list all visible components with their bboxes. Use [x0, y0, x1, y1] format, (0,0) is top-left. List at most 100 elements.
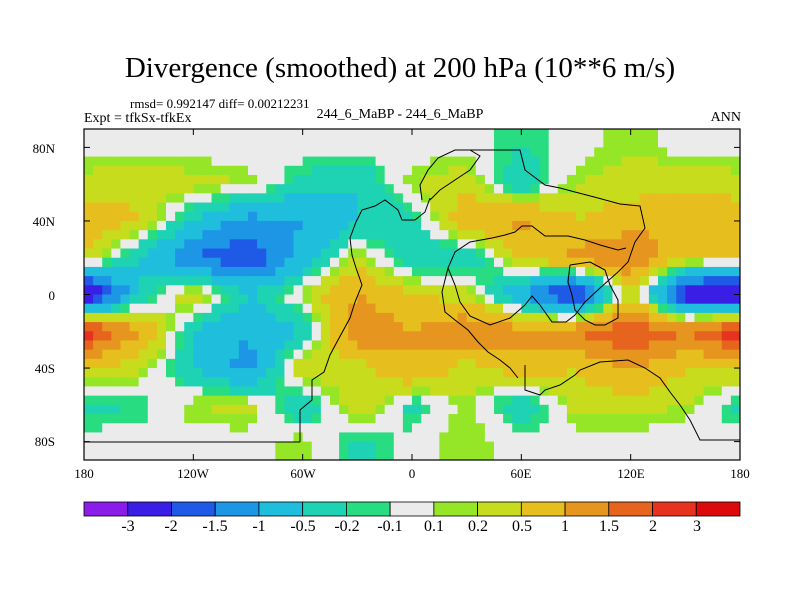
- field-cell: [439, 165, 450, 176]
- field-cell: [348, 349, 358, 360]
- field-cell: [266, 312, 276, 323]
- field-cell: [293, 285, 304, 296]
- field-cell: [548, 266, 559, 277]
- field-cell: [293, 450, 304, 460]
- field-cell: [220, 184, 231, 194]
- field-cell: [630, 156, 641, 167]
- field-cell: [667, 220, 677, 231]
- field-cell: [685, 184, 696, 194]
- field-cell: [475, 331, 486, 342]
- field-cell: [238, 165, 249, 176]
- colorbar-label-8: 0.1: [424, 518, 444, 535]
- field-cell: [138, 349, 149, 360]
- field-cell: [175, 386, 185, 397]
- field-cell: [257, 211, 267, 222]
- field-cell: [393, 202, 404, 213]
- field-cell: [102, 303, 112, 314]
- field-cell: [539, 248, 550, 259]
- field-cell: [603, 156, 614, 167]
- field-cell: [339, 395, 349, 406]
- field-cell: [730, 220, 740, 231]
- field-cell: [111, 230, 122, 240]
- field-cell: [566, 165, 577, 176]
- field-cell: [648, 174, 659, 185]
- field-cell: [712, 358, 723, 369]
- field-cell: [612, 230, 623, 240]
- field-cell: [366, 257, 377, 268]
- field-cell: [457, 450, 468, 460]
- field-cell: [721, 294, 732, 305]
- field-cell: [184, 377, 194, 388]
- field-cell: [521, 138, 532, 148]
- field-cell: [384, 193, 395, 204]
- field-cell: [667, 423, 677, 434]
- field-cell: [184, 386, 194, 397]
- field-cell: [658, 257, 668, 268]
- field-cell: [648, 423, 659, 434]
- field-cell: [658, 248, 668, 259]
- field-cell: [475, 423, 486, 434]
- field-cell: [302, 285, 313, 296]
- field-cell: [156, 248, 167, 259]
- field-cell: [457, 322, 468, 332]
- field-cell: [658, 266, 668, 277]
- field-cell: [138, 377, 149, 388]
- field-cell: [630, 230, 641, 240]
- field-cell: [484, 368, 495, 378]
- field-cell: [257, 220, 267, 231]
- field-cell: [539, 386, 550, 397]
- field-cell: [539, 404, 550, 415]
- continent-outline-australia: [567, 261, 619, 326]
- field-cell: [330, 239, 340, 250]
- field-cell: [384, 211, 395, 222]
- field-cell: [375, 395, 386, 406]
- field-cell: [484, 414, 495, 424]
- field-cell: [521, 441, 532, 452]
- field-cell: [484, 165, 495, 176]
- field-cell: [621, 138, 632, 148]
- field-cell: [156, 266, 167, 277]
- field-cell: [402, 377, 413, 388]
- field-cell: [384, 129, 395, 139]
- field-cell: [348, 285, 358, 296]
- field-cell: [667, 368, 677, 378]
- field-cell: [339, 202, 349, 213]
- field-cell: [166, 184, 176, 194]
- field-cell: [457, 377, 468, 388]
- field-cell: [603, 174, 614, 185]
- field-cell: [694, 129, 705, 139]
- field-cell: [648, 331, 659, 342]
- field-cell: [220, 423, 231, 434]
- field-cell: [111, 285, 122, 296]
- field-cell: [694, 450, 705, 460]
- field-cell: [202, 266, 213, 277]
- field-cell: [384, 174, 395, 185]
- field-cell: [457, 220, 468, 231]
- field-cell: [375, 202, 386, 213]
- field-cell: [366, 266, 377, 277]
- lon-label-60e: 60E: [510, 466, 532, 481]
- field-cell: [193, 138, 204, 148]
- field-cell: [293, 239, 304, 250]
- field-cell: [612, 331, 623, 342]
- field-cell: [494, 358, 504, 369]
- field-cell: [494, 450, 504, 460]
- field-cell: [384, 147, 395, 158]
- field-cell: [667, 303, 677, 314]
- field-cell: [302, 202, 313, 213]
- field-cell: [412, 432, 422, 443]
- field-cell: [402, 248, 413, 259]
- field-cell: [585, 423, 595, 434]
- field-cell: [184, 138, 194, 148]
- field-cell: [248, 129, 258, 139]
- field-cell: [512, 377, 522, 388]
- field-cell: [521, 156, 532, 167]
- field-cell: [184, 156, 194, 167]
- field-cell: [156, 395, 167, 406]
- field-cell: [412, 138, 422, 148]
- field-cell: [667, 294, 677, 305]
- field-cell: [284, 441, 295, 452]
- field-cell: [147, 294, 158, 305]
- field-cell: [111, 303, 122, 314]
- field-cell: [275, 423, 286, 434]
